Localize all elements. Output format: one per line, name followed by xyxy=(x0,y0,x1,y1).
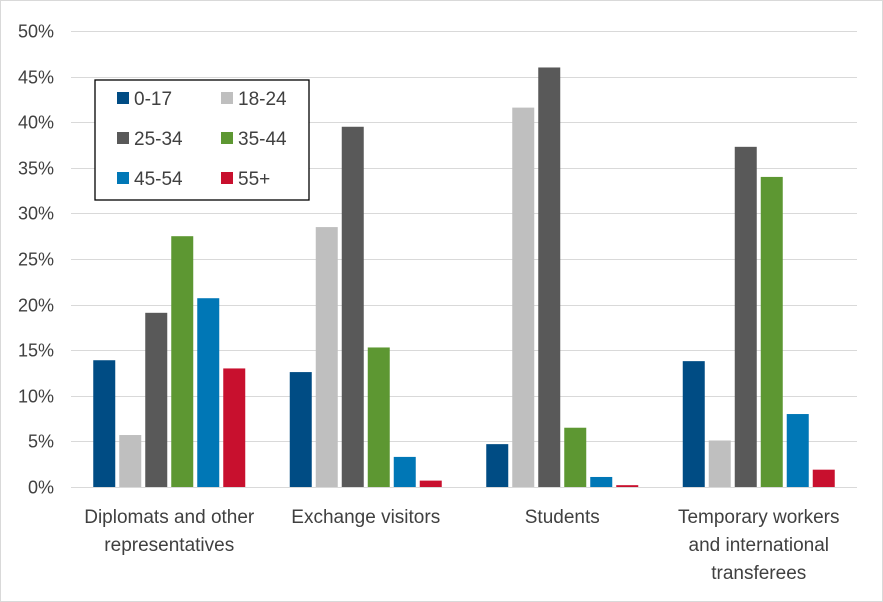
bar-55+-2 xyxy=(616,485,639,487)
legend: 0-17 18-24 25-34 35-44 45-54 55+ xyxy=(94,79,310,201)
y-tick-label: 0% xyxy=(28,478,54,498)
bar-18-24-2 xyxy=(512,107,535,487)
category-label: Students xyxy=(525,507,600,528)
y-tick-label: 30% xyxy=(18,204,54,224)
category-label: Diplomats and other xyxy=(84,507,255,528)
bar-25-34-3 xyxy=(734,146,757,487)
bar-0-17-1 xyxy=(289,372,312,487)
legend-swatch-55+ xyxy=(221,172,233,184)
y-tick-label: 50% xyxy=(18,22,54,42)
bar-35-44-0 xyxy=(171,236,194,487)
bar-18-24-3 xyxy=(708,440,731,487)
bar-18-24-0 xyxy=(119,435,142,487)
legend-label: 55+ xyxy=(238,169,270,190)
bar-45-54-3 xyxy=(786,414,809,487)
bars xyxy=(93,67,835,488)
y-tick-label: 20% xyxy=(18,296,54,316)
bar-25-34-2 xyxy=(538,67,561,487)
legend-swatch-35-44 xyxy=(221,132,233,144)
category-labels: Diplomats and other representatives Exchan… xyxy=(84,507,839,584)
bar-0-17-3 xyxy=(682,361,705,487)
category-label: Exchange visitors xyxy=(291,507,440,528)
category-label: transferees xyxy=(711,563,806,584)
bar-35-44-3 xyxy=(760,176,783,488)
category-label: representatives xyxy=(104,535,234,556)
y-axis-ticks: 0% 5% 10% 15% 20% 25% 30% 35% 40% 45% 50% xyxy=(18,22,54,498)
bar-45-54-0 xyxy=(197,298,220,487)
bar-55+-3 xyxy=(812,469,835,487)
bar-0-17-2 xyxy=(486,444,509,487)
y-tick-label: 25% xyxy=(18,250,54,270)
bar-45-54-2 xyxy=(590,476,613,487)
legend-swatch-18-24 xyxy=(221,92,233,104)
legend-swatch-0-17 xyxy=(117,92,129,104)
legend-label: 35-44 xyxy=(238,129,287,150)
y-tick-label: 45% xyxy=(18,68,54,88)
bar-18-24-1 xyxy=(315,227,338,487)
bar-55+-1 xyxy=(419,480,442,487)
bar-35-44-2 xyxy=(564,427,587,487)
bar-25-34-0 xyxy=(145,312,168,487)
bar-55+-0 xyxy=(223,368,246,487)
y-tick-label: 40% xyxy=(18,113,54,133)
bar-45-54-1 xyxy=(393,456,416,487)
y-tick-label: 15% xyxy=(18,341,54,361)
y-tick-label: 10% xyxy=(18,387,54,407)
legend-label: 18-24 xyxy=(238,89,287,110)
legend-label: 25-34 xyxy=(134,129,183,150)
category-label: and international xyxy=(689,535,830,556)
legend-swatch-25-34 xyxy=(117,132,129,144)
legend-label: 0-17 xyxy=(134,89,172,110)
bar-25-34-1 xyxy=(341,126,364,487)
y-tick-label: 5% xyxy=(28,432,54,452)
legend-box xyxy=(94,79,310,201)
bar-35-44-1 xyxy=(367,347,390,487)
category-label: Temporary workers xyxy=(678,507,840,528)
legend-label: 45-54 xyxy=(134,169,183,190)
y-tick-label: 35% xyxy=(18,159,54,179)
legend-swatch-45-54 xyxy=(117,172,129,184)
bar-0-17-0 xyxy=(93,360,116,487)
